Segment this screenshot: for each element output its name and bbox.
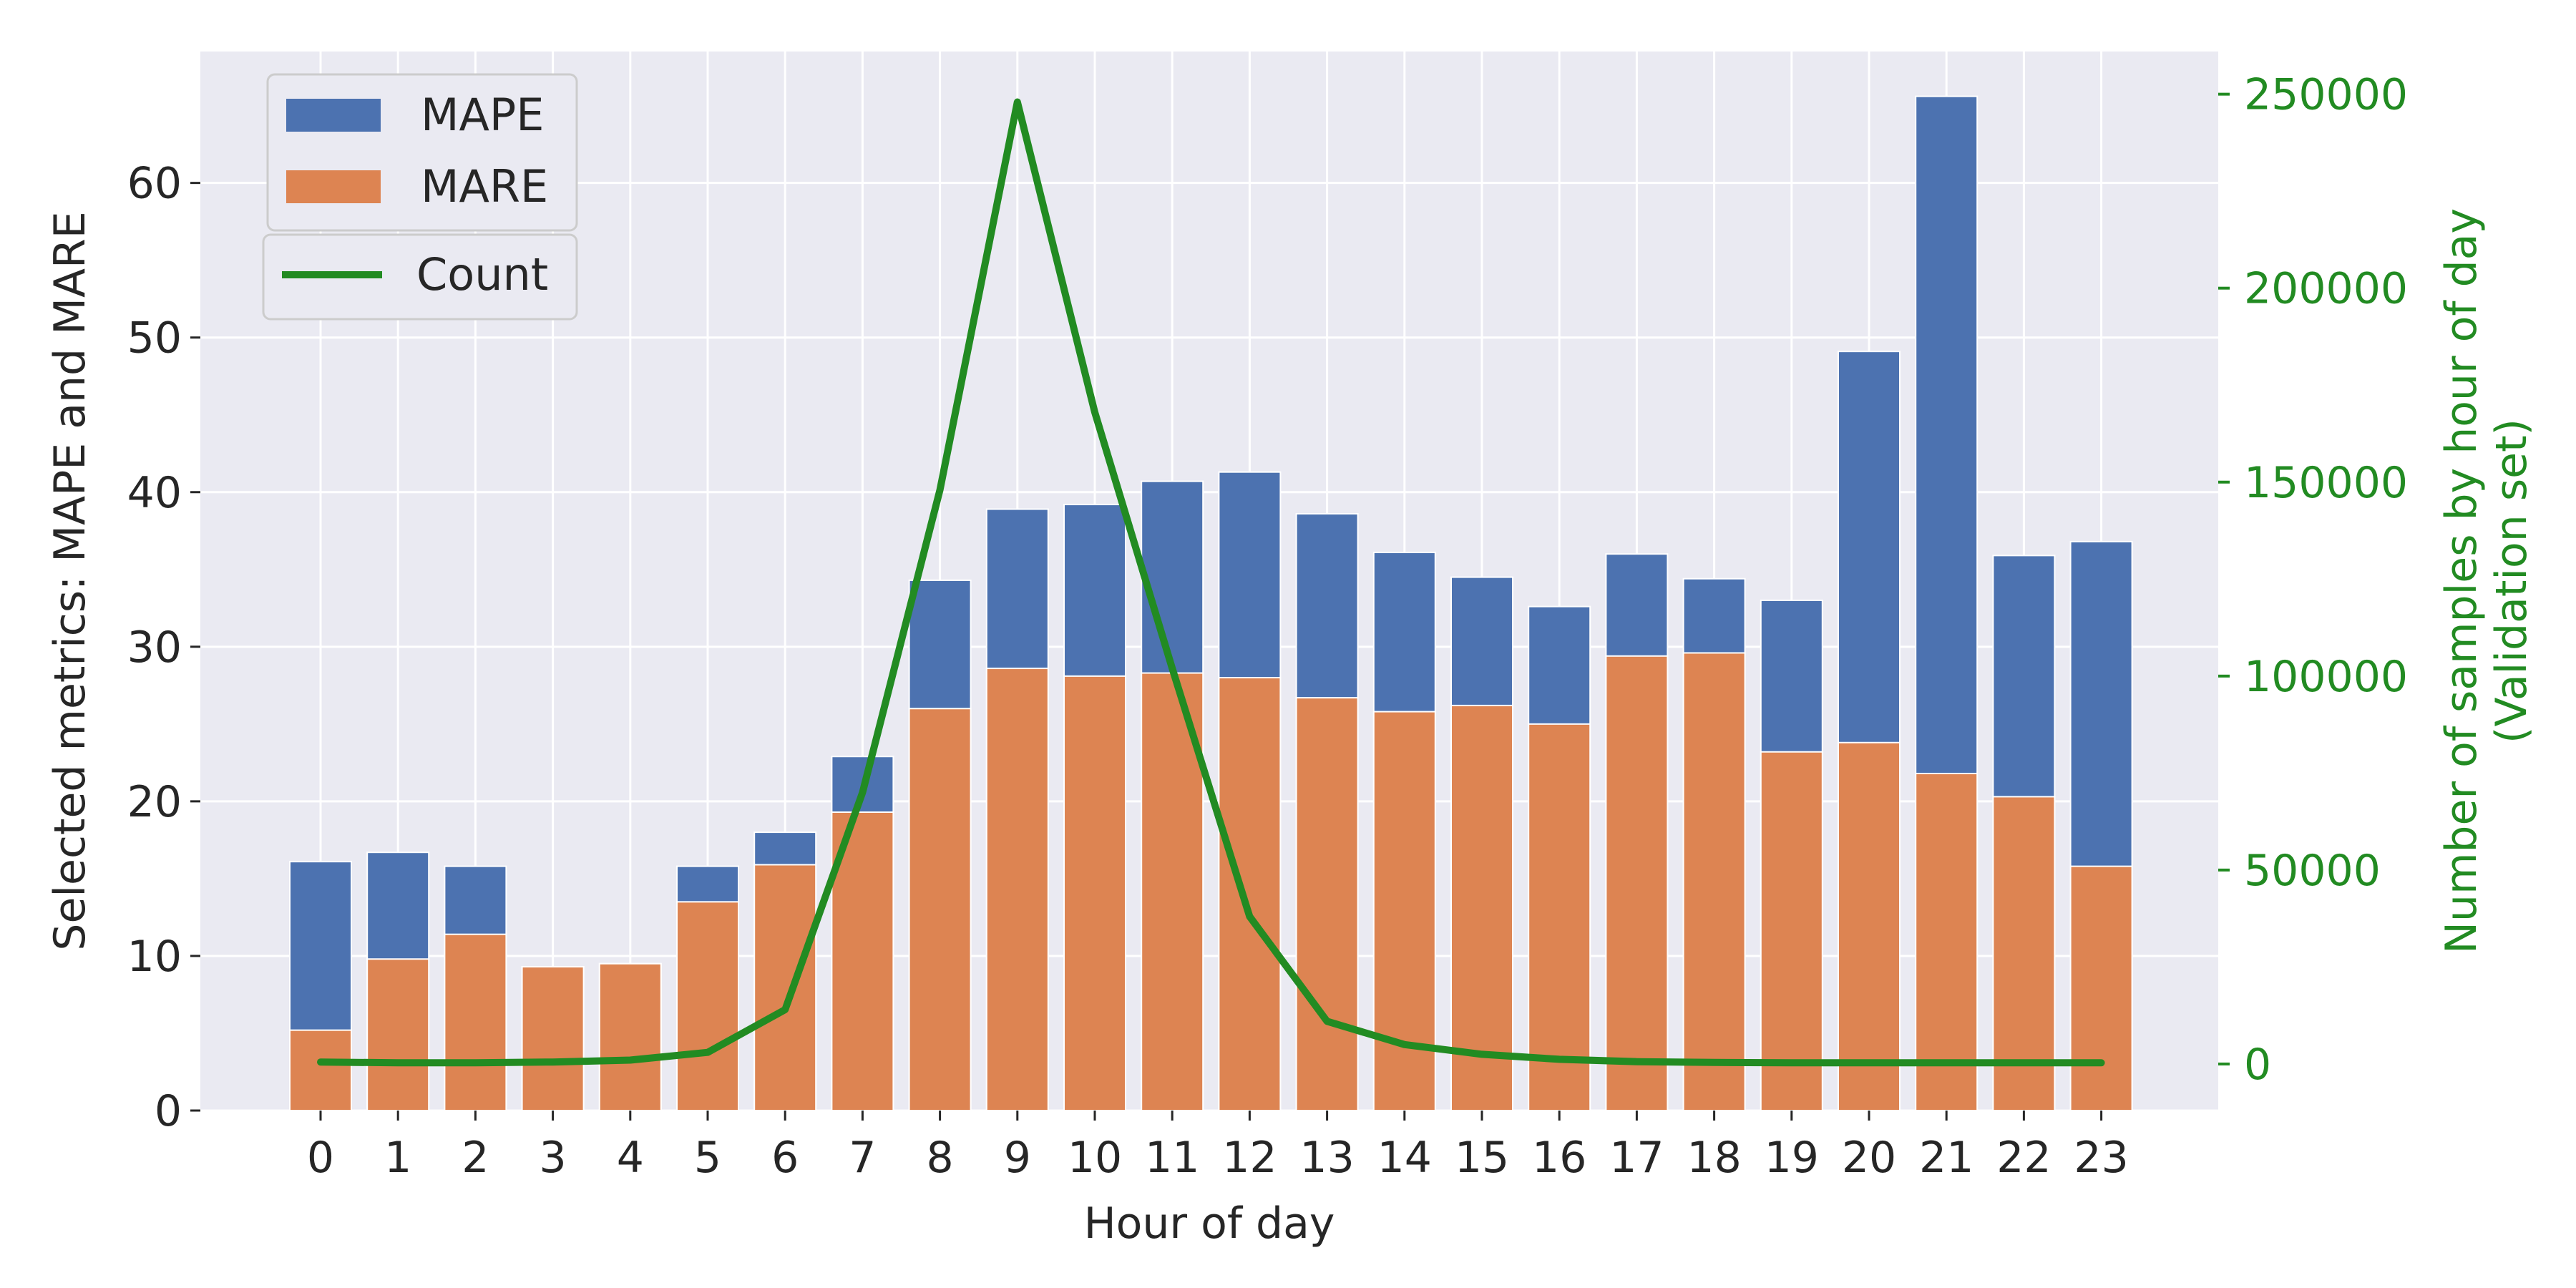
legend-label-count: Count [416, 248, 548, 301]
x-tick-label: 18 [1687, 1133, 1741, 1183]
x-tick-label: 11 [1145, 1133, 1199, 1183]
bar-mare-12 [1218, 677, 1282, 1111]
legend-label-mare: MARE [421, 160, 548, 213]
y2-tick-label: 200000 [2244, 264, 2408, 314]
x-tick-label: 9 [1004, 1133, 1031, 1183]
y-axis-title: Selected metrics: MAPE and MARE [45, 211, 95, 950]
x-tick-label: 10 [1068, 1133, 1122, 1183]
x-tick-label: 7 [849, 1133, 876, 1183]
x-tick-label: 17 [1609, 1133, 1664, 1183]
x-tick-label: 15 [1455, 1133, 1509, 1183]
bar-mare-9 [985, 668, 1049, 1111]
y-tick-label: 10 [127, 932, 182, 982]
x-tick-label: 16 [1532, 1133, 1586, 1183]
x-tick-label: 21 [1919, 1133, 1974, 1183]
y-tick-label: 50 [127, 313, 182, 364]
legend-swatch-mape [286, 99, 381, 132]
bar-mare-1 [366, 958, 430, 1112]
x-tick-label: 19 [1765, 1133, 1819, 1183]
bar-mare-18 [1682, 652, 1746, 1111]
bar-mare-23 [2069, 865, 2133, 1111]
bar-mare-13 [1295, 697, 1359, 1111]
x-axis-title: Hour of day [1084, 1199, 1335, 1249]
bar-mare-3 [521, 966, 585, 1111]
bar-mare-22 [1992, 796, 2056, 1112]
x-tick-label: 0 [307, 1133, 334, 1183]
x-axis: 0 1 2 3 4 5 6 7 8 9 10 11 12 13 14 15 16 17 18 19 20 21 22 23 [307, 1111, 2129, 1183]
y2-axis-title-line-2: (Validation set) [2487, 419, 2537, 743]
bar-mare-0 [289, 1029, 352, 1112]
y2-tick-label: 0 [2244, 1040, 2271, 1090]
x-tick-label: 3 [540, 1133, 567, 1183]
count-line [317, 98, 2105, 1067]
legend-line-frame [262, 233, 578, 321]
y2-tick-label: 50000 [2244, 846, 2381, 896]
y-tick-label: 20 [127, 777, 182, 827]
bar-mare-8 [908, 708, 972, 1111]
x-tick-label: 5 [694, 1133, 721, 1183]
bar-mare-7 [831, 811, 894, 1112]
x-tick-label: 23 [2074, 1133, 2128, 1183]
bar-mare-10 [1063, 675, 1126, 1111]
legend-swatch-mare [286, 170, 381, 203]
bar-mare-2 [444, 933, 507, 1112]
count-line-layer [317, 98, 2105, 1067]
bar-mare-16 [1528, 723, 1591, 1111]
x-tick-label: 8 [927, 1133, 954, 1183]
bar-mare-19 [1760, 751, 1823, 1111]
y2-tick-label: 250000 [2244, 70, 2408, 120]
bar-mare-5 [676, 901, 739, 1111]
y2-tick-label: 100000 [2244, 652, 2408, 702]
x-tick-label: 2 [462, 1133, 489, 1183]
bar-mare-15 [1450, 704, 1513, 1111]
y2-axis-title-line-1: Number of samples by hour of day [2436, 208, 2487, 954]
y-tick-label: 40 [127, 468, 182, 518]
bar-mare-6 [753, 864, 817, 1111]
x-tick-label: 4 [617, 1133, 644, 1183]
x-tick-label: 1 [384, 1133, 411, 1183]
legend-line: Count [262, 233, 578, 321]
legend-bars: MAPE MARE [266, 73, 578, 232]
x-tick-label: 14 [1377, 1133, 1432, 1183]
x-tick-label: 22 [1996, 1133, 2051, 1183]
bar-mare-17 [1605, 655, 1669, 1111]
bar-mare-20 [1838, 741, 1901, 1111]
bar-mare-4 [598, 962, 662, 1111]
x-tick-label: 13 [1299, 1133, 1354, 1183]
bar-mare-21 [1915, 772, 1979, 1111]
x-tick-label: 12 [1222, 1133, 1277, 1183]
x-tick-label: 20 [1842, 1133, 1896, 1183]
y-axis-right: 0 50000 100000 150000 200000 250000 [2218, 70, 2408, 1090]
x-tick-label: 6 [771, 1133, 799, 1183]
y2-tick-label: 150000 [2244, 458, 2408, 508]
legend-label-mape: MAPE [421, 89, 544, 141]
y-tick-label: 30 [127, 623, 182, 673]
y-axis-left: 0 10 20 30 40 50 60 [127, 159, 200, 1136]
y-tick-label: 60 [127, 159, 182, 209]
y-tick-label: 0 [155, 1086, 182, 1136]
